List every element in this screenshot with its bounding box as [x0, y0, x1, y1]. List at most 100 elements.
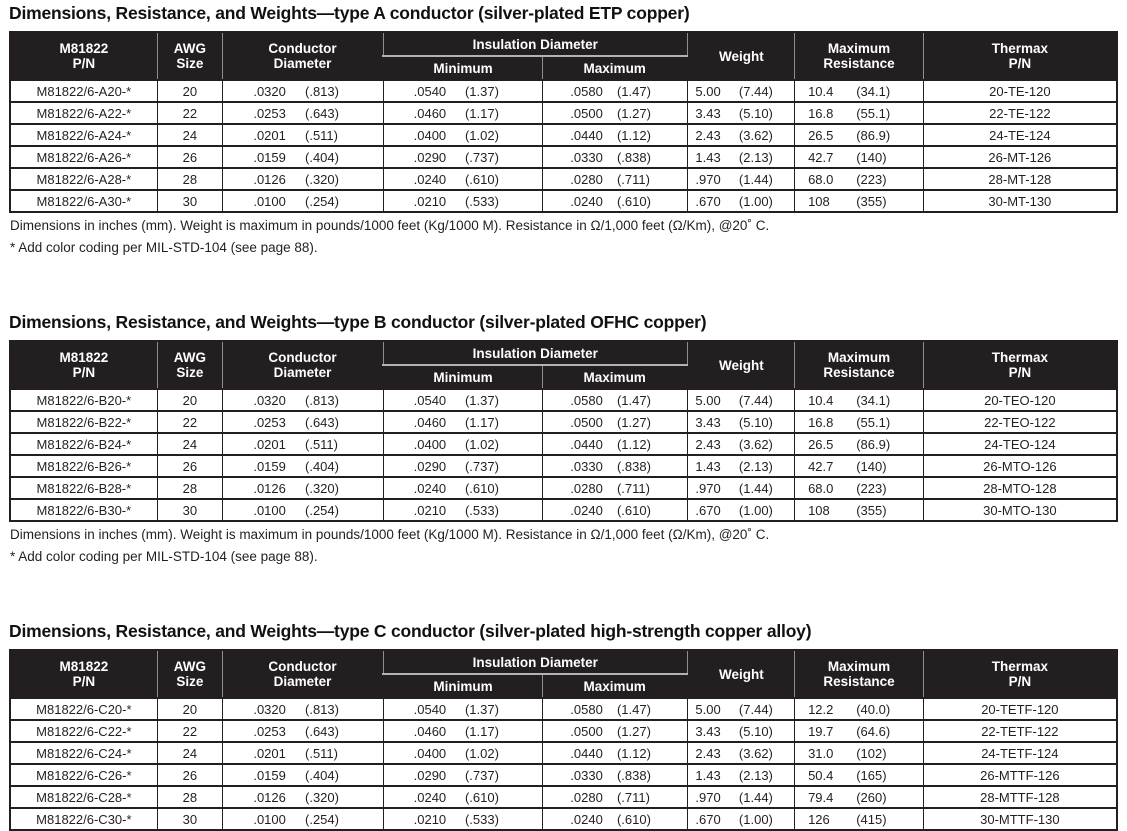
col-header-awg-size: AWG Size: [156, 649, 224, 699]
table-title-type-a: Dimensions, Resistance, and Weights—type…: [9, 3, 690, 23]
value-ohm-ft: 19.7: [808, 723, 834, 739]
table-title-type-c: Dimensions, Resistance, and Weights—type…: [9, 621, 812, 641]
value-mm: (1.27): [616, 414, 651, 430]
value-inches: .0400: [413, 436, 447, 452]
part-number-cell: M81822/6-C22-*: [9, 719, 158, 743]
conductor-diameter-cell: .0100 (.254): [222, 189, 384, 213]
table-row: M81822/6-A22-* 22 .0253 (.643) .0460 (1.17…: [9, 101, 1118, 125]
weight-cell: 2.43 (3.62): [686, 123, 796, 147]
insulation-min-cell: .0540 (1.37): [382, 697, 543, 721]
value-inches: .0280: [570, 480, 603, 496]
thermax-pn-cell: 30-MTTF-130: [922, 807, 1118, 831]
value-mm: (.511): [305, 436, 338, 452]
thermax-pn-cell: 30-MTO-130: [922, 498, 1118, 522]
value-kg: (5.10): [738, 105, 773, 121]
value-ohm-ft: 108: [808, 502, 830, 518]
insulation-max-cell: .0440 (1.12): [541, 741, 688, 765]
value-inches: .0210: [413, 811, 447, 827]
weight-cell: .970 (1.44): [686, 785, 796, 809]
weight-cell: 3.43 (5.10): [686, 101, 796, 125]
value-mm: (1.12): [616, 745, 651, 761]
value-inches: .0210: [413, 193, 447, 209]
thermax-pn-cell: 24-TE-124: [922, 123, 1118, 147]
awg-size-cell: 24: [156, 741, 224, 765]
table-header: M81822 P/N AWG Size Conductor Diameter Insu…: [8, 31, 1118, 81]
value-mm: (.838): [616, 767, 651, 783]
part-number-cell: M81822/6-C24-*: [9, 741, 158, 765]
table-row: M81822/6-B24-* 24 .0201 (.511) .0400 (1.02…: [9, 432, 1118, 456]
value-inches: .0290: [413, 458, 447, 474]
col-header-conductor-diameter: Conductor Diameter: [222, 340, 384, 390]
table-row: M81822/6-C24-* 24 .0201 (.511) .0400 (1.02…: [9, 741, 1118, 765]
value-ohm-km: (34.1): [856, 392, 891, 408]
value-lbs: 1.43: [695, 767, 721, 783]
value-kg: (2.13): [738, 767, 773, 783]
footnote-units: Dimensions in inches (mm). Weight is max…: [10, 527, 770, 542]
value-ohm-ft: 126: [808, 811, 830, 827]
table-section-type-a: Dimensions, Resistance, and Weights—type…: [8, 3, 1118, 256]
value-mm: (1.47): [616, 83, 651, 99]
value-mm: (1.02): [464, 436, 499, 452]
value-inches: .0100: [253, 193, 286, 209]
part-number-cell: M81822/6-A20-*: [9, 79, 158, 103]
insulation-max-cell: .0280 (.711): [541, 167, 688, 191]
value-mm: (.610): [464, 171, 499, 187]
awg-size-cell: 22: [156, 101, 224, 125]
col-header-part-number: M81822 P/N: [8, 649, 158, 699]
insulation-max-cell: .0280 (.711): [541, 476, 688, 500]
value-mm: (.813): [305, 83, 339, 99]
weight-cell: 5.00 (7.44): [686, 388, 796, 412]
value-lbs: 1.43: [695, 458, 721, 474]
value-inches: .0240: [570, 811, 603, 827]
insulation-min-cell: .0460 (1.17): [382, 101, 543, 125]
awg-size-cell: 26: [156, 454, 224, 478]
value-lbs: .670: [695, 193, 721, 209]
value-mm: (.254): [305, 193, 339, 209]
value-inches: .0320: [253, 392, 286, 408]
value-ohm-ft: 10.4: [808, 83, 834, 99]
table-row: M81822/6-C30-* 30 .0100 (.254) .0210 (.533…: [9, 807, 1118, 831]
awg-size-cell: 26: [156, 763, 224, 787]
value-inches: .0201: [253, 745, 286, 761]
value-lbs: 5.00: [695, 83, 721, 99]
spec-table-type-b: M81822 P/N AWG Size Conductor Diameter Insu…: [8, 340, 1118, 522]
thermax-pn-cell: 20-TEO-120: [922, 388, 1118, 412]
value-kg: (3.62): [738, 127, 773, 143]
value-inches: .0400: [413, 127, 447, 143]
table-body: M81822/6-C20-* 20 .0320 (.813) .0540 (1.37…: [9, 697, 1118, 831]
table-row: M81822/6-A26-* 26 .0159 (.404) .0290 (.737…: [9, 145, 1118, 169]
value-inches: .0240: [570, 193, 603, 209]
value-mm: (.254): [305, 811, 339, 827]
value-ohm-ft: 68.0: [808, 480, 834, 496]
value-inches: .0290: [413, 149, 447, 165]
value-mm: (1.12): [616, 436, 651, 452]
value-mm: (1.02): [464, 745, 499, 761]
weight-cell: .970 (1.44): [686, 167, 796, 191]
max-resistance-cell: 42.7 (140): [794, 145, 924, 169]
max-resistance-cell: 42.7 (140): [794, 454, 924, 478]
footnotes: Dimensions in inches (mm). Weight is max…: [10, 526, 1118, 565]
value-lbs: .970: [695, 171, 721, 187]
insulation-min-cell: .0400 (1.02): [382, 123, 543, 147]
value-kg: (1.44): [738, 789, 773, 805]
insulation-min-cell: .0210 (.533): [382, 498, 543, 522]
col-header-insulation-min: Minimum: [382, 55, 543, 81]
max-resistance-cell: 10.4 (34.1): [794, 388, 924, 412]
conductor-diameter-cell: .0100 (.254): [222, 498, 384, 522]
value-ohm-km: (140): [856, 149, 887, 165]
weight-cell: 1.43 (2.13): [686, 763, 796, 787]
max-resistance-cell: 108 (355): [794, 189, 924, 213]
value-mm: (1.27): [616, 105, 651, 121]
table-section-type-b: Dimensions, Resistance, and Weights—type…: [8, 312, 1118, 565]
part-number-cell: M81822/6-C20-*: [9, 697, 158, 721]
value-inches: .0240: [570, 502, 603, 518]
value-kg: (1.00): [738, 811, 773, 827]
value-lbs: 3.43: [695, 723, 721, 739]
max-resistance-cell: 26.5 (86.9): [794, 432, 924, 456]
insulation-min-cell: .0460 (1.17): [382, 410, 543, 434]
conductor-diameter-cell: .0126 (.320): [222, 167, 384, 191]
value-mm: (1.02): [464, 127, 499, 143]
value-mm: (.404): [305, 149, 339, 165]
max-resistance-cell: 68.0 (223): [794, 476, 924, 500]
col-header-thermax-pn: Thermax P/N: [922, 649, 1118, 699]
